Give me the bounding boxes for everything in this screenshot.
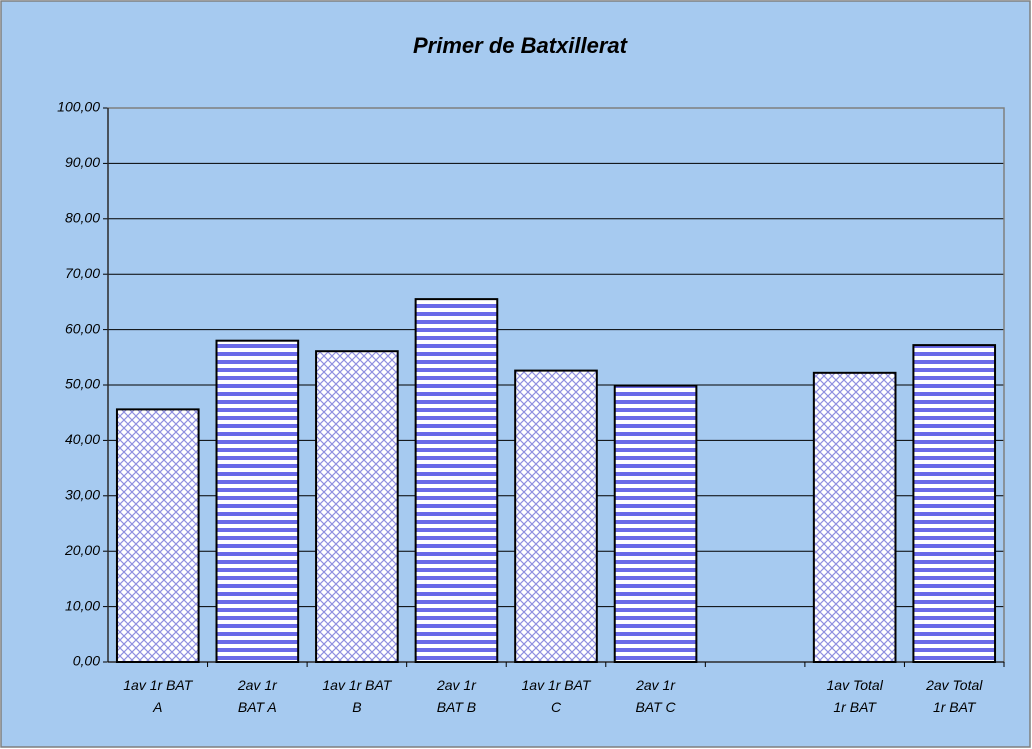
y-tick-label: 90,00 [65,154,100,170]
x-tick-label: 1av 1r BAT B [322,677,392,715]
y-tick-label: 40,00 [65,431,100,447]
x-tick-label: 1av Total 1r BAT [826,677,883,715]
bar [514,369,598,663]
x-tick-label: 1av 1r BAT A [123,677,193,715]
bar [315,350,399,663]
y-tick-label: 80,00 [65,210,100,226]
y-tick-label: 100,00 [57,99,100,115]
bar [812,371,897,663]
y-tick-label: 10,00 [65,597,100,613]
x-tick-label: 2av Total 1r BAT [926,677,983,715]
x-tick-label: 2av 1r BAT C [635,677,676,715]
x-tick-label: 1av 1r BAT C [521,677,591,715]
y-tick-label: 50,00 [65,376,100,392]
y-tick-label: 70,00 [65,265,100,281]
y-tick-label: 60,00 [65,320,100,336]
bar [613,384,698,663]
bar [115,408,200,663]
chart-title: Primer de Batxillerat [413,33,629,58]
bar [414,298,499,663]
x-tick-label: 2av 1r BAT B [436,677,477,715]
x-tick-label: 2av 1r BAT A [237,677,277,715]
y-tick-label: 20,00 [64,542,100,558]
bar [912,344,997,663]
y-tick-label: 0,00 [73,653,100,669]
bar [215,339,300,663]
y-tick-label: 30,00 [65,487,100,503]
